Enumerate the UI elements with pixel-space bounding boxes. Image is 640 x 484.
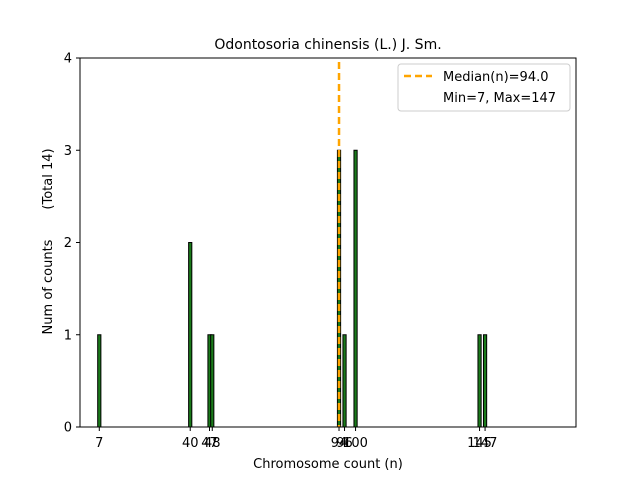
x-tick-label-147: 147 [473,436,498,451]
legend-range-label: Min=7, Max=147 [443,91,556,106]
x-tick-label-48: 48 [204,436,221,451]
plot-frame [79,57,577,428]
y-tick-label-0: 0 [64,421,72,436]
y-tick-label-3: 3 [64,144,72,159]
bar-145 [477,334,482,428]
chart-title: Odontosoria chinensis (L.) J. Sm. [214,37,441,53]
x-tick-label-94: 94 [331,436,348,451]
y-axis-ticks: 0 1 2 3 4 [64,52,80,436]
bar-48 [210,334,215,428]
x-tick-label-47: 47 [201,436,218,451]
x-tick-label-100: 100 [343,436,368,451]
bar-100 [353,149,358,428]
x-tick-label-40: 40 [182,436,199,451]
y-tick-label-1: 1 [64,328,72,343]
legend: Median(n)=94.0 Min=7, Max=147 [397,63,571,112]
x-tick-label-96: 96 [336,436,353,451]
bar-147 [482,334,488,428]
y-axis-label: Num of counts [41,239,56,334]
legend-box [397,63,571,112]
y-axis-total-label: (Total 14) [41,148,56,209]
bar-40 [188,242,193,428]
x-axis-label: Chromosome count (n) [253,457,403,472]
x-tick-label-7: 7 [95,436,103,451]
legend-median-label: Median(n)=94.0 [443,70,549,85]
bar-7 [97,334,102,428]
y-tick-label-2: 2 [64,236,72,251]
bars-group [97,149,488,428]
x-tick-label-145: 145 [467,436,492,451]
y-tick-label-4: 4 [64,52,72,67]
bar-96 [342,334,347,428]
